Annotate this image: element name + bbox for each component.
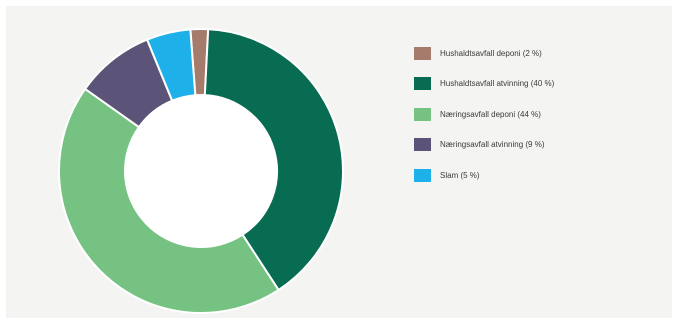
donut-chart <box>58 28 344 314</box>
legend-swatch <box>414 46 431 60</box>
legend-label: Hushaldtsavfall atvinning (40 %) <box>440 79 555 88</box>
legend-label: Næringsavfall atvinning (9 %) <box>440 140 545 149</box>
legend-item: Næringsavfall deponi (44 %) <box>414 107 554 121</box>
donut-slice-3 <box>58 87 280 314</box>
donut-hole <box>126 96 276 246</box>
legend-item: Slam (5 %) <box>414 168 554 182</box>
legend-swatch <box>414 168 431 182</box>
legend-label: Næringsavfall deponi (44 %) <box>440 109 541 119</box>
legend-swatch <box>414 107 431 121</box>
legend-label: Hushaldtsavfall deponi (2 %) <box>440 48 542 58</box>
legend-swatch <box>414 138 431 151</box>
chart-panel: Hushaldtsavfall deponi (2 %) Hushaldtsavf… <box>6 6 672 318</box>
legend-swatch <box>414 77 431 90</box>
legend-label: Slam (5 %) <box>440 170 480 180</box>
legend: Hushaldtsavfall deponi (2 %) Hushaldtsavf… <box>414 46 554 199</box>
legend-item: Hushaldtsavfall deponi (2 %) <box>414 46 554 60</box>
donut-slice-2 <box>203 28 344 292</box>
legend-item: Næringsavfall atvinning (9 %) <box>414 138 554 152</box>
donut-slice-5 <box>145 28 197 102</box>
legend-item: Hushaldtsavfall atvinning (40 %) <box>414 77 554 91</box>
